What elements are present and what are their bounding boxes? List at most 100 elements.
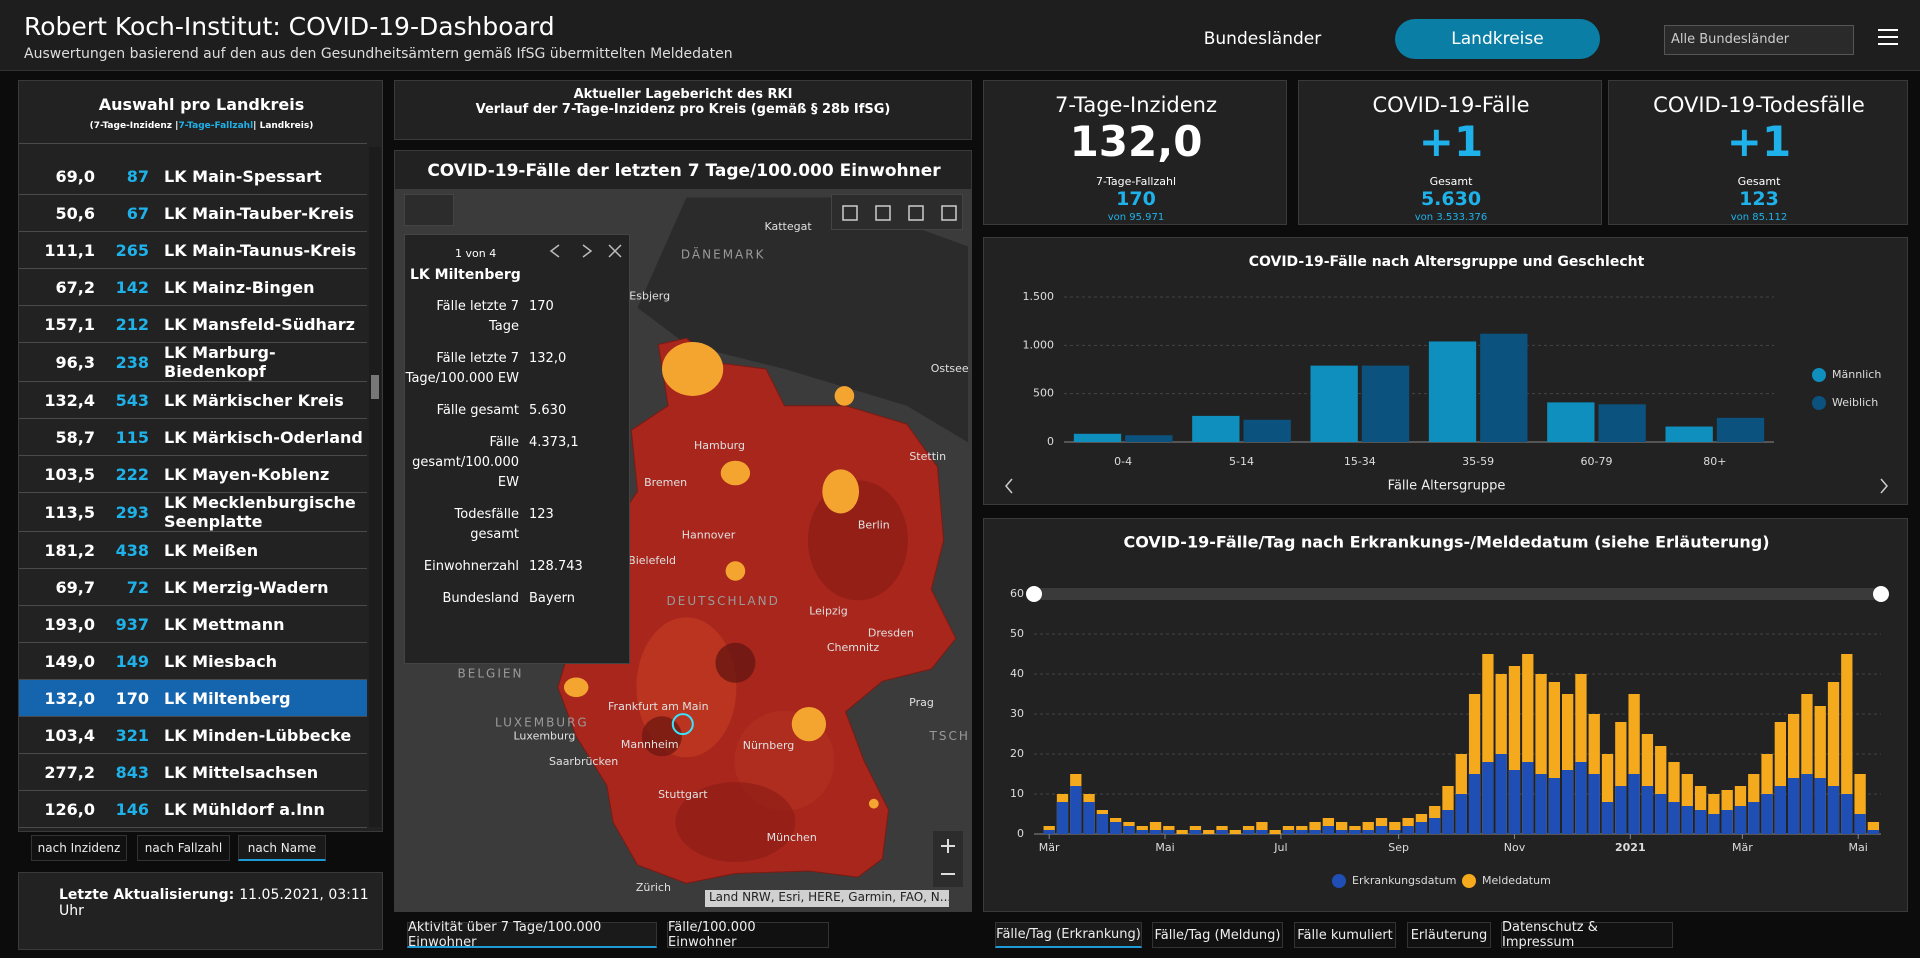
x-tick-label: Mai (1155, 841, 1174, 854)
bar (1495, 754, 1507, 834)
subtitle-part: (7-Tage-Inzidenz | (89, 121, 179, 131)
bar (1310, 365, 1358, 442)
tool-icon[interactable] (842, 205, 858, 221)
field-value: 4.373,1 (529, 435, 579, 450)
scroll-right[interactable] (1880, 478, 1888, 494)
chart-tab[interactable]: Erläuterung (1407, 922, 1491, 948)
district-row[interactable]: 132,0 170 LK Miltenberg (19, 680, 367, 717)
chart-panel: COVID-19-Fälle/Tag nach Erkrankungs-/Mel… (983, 518, 1908, 912)
map-tools[interactable] (831, 194, 963, 230)
legend-swatch[interactable] (1332, 874, 1346, 888)
kpi-title: COVID-19-Fälle (1372, 93, 1530, 117)
sort-button[interactable]: nach Fallzahl (137, 835, 230, 861)
slider-handle[interactable] (1873, 586, 1889, 602)
x-axis-label: Fälle Altersgruppe (1388, 479, 1506, 494)
field-value: 132,0 (529, 351, 567, 366)
bar (1522, 762, 1534, 834)
menu-icon[interactable] (1878, 28, 1898, 46)
scroll-left[interactable] (1005, 478, 1013, 494)
district-name: LK Main-Spessart (164, 166, 322, 186)
map-tab[interactable]: Aktivität über 7 Tage/100.000 Einwohner (407, 920, 657, 950)
dropdown[interactable]: Alle Bundesländer (1664, 25, 1854, 55)
bar (1362, 822, 1374, 834)
tool-icon[interactable] (941, 205, 957, 221)
map-toolbar[interactable] (404, 194, 454, 226)
district-panel: Auswahl pro Landkreis (7-Tage-Inzidenz |7… (18, 80, 383, 832)
bar (1216, 830, 1228, 834)
district-row[interactable]: 103,4 321 LK Minden-Lübbecke (19, 717, 367, 754)
legend-swatch[interactable] (1462, 874, 1476, 888)
bar (1163, 830, 1175, 834)
place-label: BELGIEN (458, 666, 524, 680)
nav-button[interactable]: Bundesländer (1203, 29, 1322, 49)
district-row[interactable]: 103,5 222 LK Mayen-Koblenz (19, 456, 367, 493)
chart-tab[interactable]: Fälle/Tag (Erkrankung) (995, 922, 1142, 948)
legend-swatch[interactable] (1812, 368, 1826, 382)
bar (1665, 426, 1713, 442)
tool-icon[interactable] (875, 205, 891, 221)
field-label: Fälle gesamt/100.000 EW (412, 435, 519, 490)
chart-tab[interactable]: Datenschutz & Impressum (1501, 920, 1673, 950)
district-row[interactable]: 69,7 72 LK Merzig-Wadern (19, 569, 367, 606)
popup-fields: Fälle letzte 7 Tage 170 Fälle letzte 7 Tag… (405, 297, 631, 621)
bar (1402, 826, 1414, 834)
district-row[interactable]: 193,0 937 LK Mettmann (19, 606, 367, 643)
popup-prev[interactable] (549, 244, 560, 258)
bar (1761, 794, 1773, 834)
legend-label[interactable]: Männlich (1832, 368, 1881, 381)
app-title: Robert Koch-Institut: COVID-19-Dashboard (24, 12, 555, 41)
legend-swatch[interactable] (1812, 396, 1826, 410)
chart-tab[interactable]: Fälle kumuliert (1294, 922, 1396, 948)
district-row[interactable]: 157,1 212 LK Mansfeld-Südharz (19, 306, 367, 343)
place-label: Leipzig (809, 604, 848, 617)
x-tick-label: Mai (1849, 841, 1868, 854)
zoom-control[interactable] (933, 831, 963, 887)
case-count: 843 (115, 762, 149, 782)
place-label: Stettin (909, 450, 946, 463)
district-row[interactable]: 67,2 142 LK Mainz-Bingen (19, 269, 367, 306)
district-row[interactable]: 126,0 146 LK Mühldorf a.Inn (19, 791, 367, 828)
district-row[interactable]: 111,1 265 LK Main-Taunus-Kreis (19, 232, 367, 269)
district-row[interactable]: 181,2 438 LK Meißen (19, 532, 367, 569)
chart-panel: COVID-19-Fälle nach Altersgruppe und Ges… (983, 237, 1908, 505)
legend-label[interactable]: Erkrankungsdatum (1352, 874, 1457, 887)
legend-label[interactable]: Weiblich (1832, 396, 1878, 409)
district-row[interactable]: 149,0 149 LK Miesbach (19, 643, 367, 680)
popup-next[interactable] (582, 244, 593, 258)
popup-name: LK Miltenberg (410, 267, 521, 283)
incidence: 69,7 (55, 577, 95, 597)
tool-icon[interactable] (908, 205, 924, 221)
legend-label[interactable]: Meldedatum (1482, 874, 1551, 887)
sort-button[interactable]: nach Name (238, 835, 326, 861)
slider-handle[interactable] (1026, 586, 1042, 602)
nav-button-active[interactable]: Landkreise (1395, 19, 1600, 59)
incidence: 126,0 (44, 799, 95, 819)
bar (1734, 806, 1747, 834)
bar (1070, 786, 1082, 834)
district-row[interactable]: 132,4 543 LK Märkischer Kreis (19, 382, 367, 419)
district-row[interactable]: 69,0 87 LK Main-Spessart (19, 158, 367, 195)
chart-tab[interactable]: Fälle/Tag (Meldung) (1152, 922, 1283, 948)
popup-close[interactable] (608, 244, 622, 258)
report-box[interactable]: Aktueller Lagebericht des RKI Verlauf der… (394, 80, 972, 140)
tool-icons (842, 205, 957, 221)
district-row[interactable]: 113,5 293 LK Mecklenburgische Seenplatte (19, 493, 367, 532)
field-label: Fälle letzte 7 Tage/100.000 EW (405, 351, 519, 386)
kpi-sub-label: Gesamt (1737, 175, 1781, 188)
map-tab[interactable]: Fälle/100.000 Einwohner (667, 920, 829, 950)
bar (1748, 802, 1760, 834)
bar (1641, 734, 1654, 834)
district-row[interactable]: 277,2 843 LK Mittelsachsen (19, 754, 367, 791)
scrollbar-thumb[interactable] (371, 375, 379, 399)
incidence: 67,2 (55, 277, 95, 297)
bar (1389, 830, 1401, 834)
district-row[interactable]: 58,7 115 LK Märkisch-Oderland (19, 419, 367, 456)
sort-button[interactable]: nach Inzidenz (31, 835, 127, 861)
incidence: 113,5 (44, 502, 95, 522)
list-title: Auswahl pro Landkreis (98, 95, 305, 114)
district-row[interactable]: 50,6 67 LK Main-Tauber-Kreis (19, 195, 367, 232)
chart-title: COVID-19-Fälle/Tag nach Erkrankungs-/Mel… (1123, 533, 1769, 552)
district-row[interactable]: 96,3 238 LK Marburg-Biedenkopf (19, 343, 367, 382)
place-label: Mannheim (621, 738, 679, 751)
